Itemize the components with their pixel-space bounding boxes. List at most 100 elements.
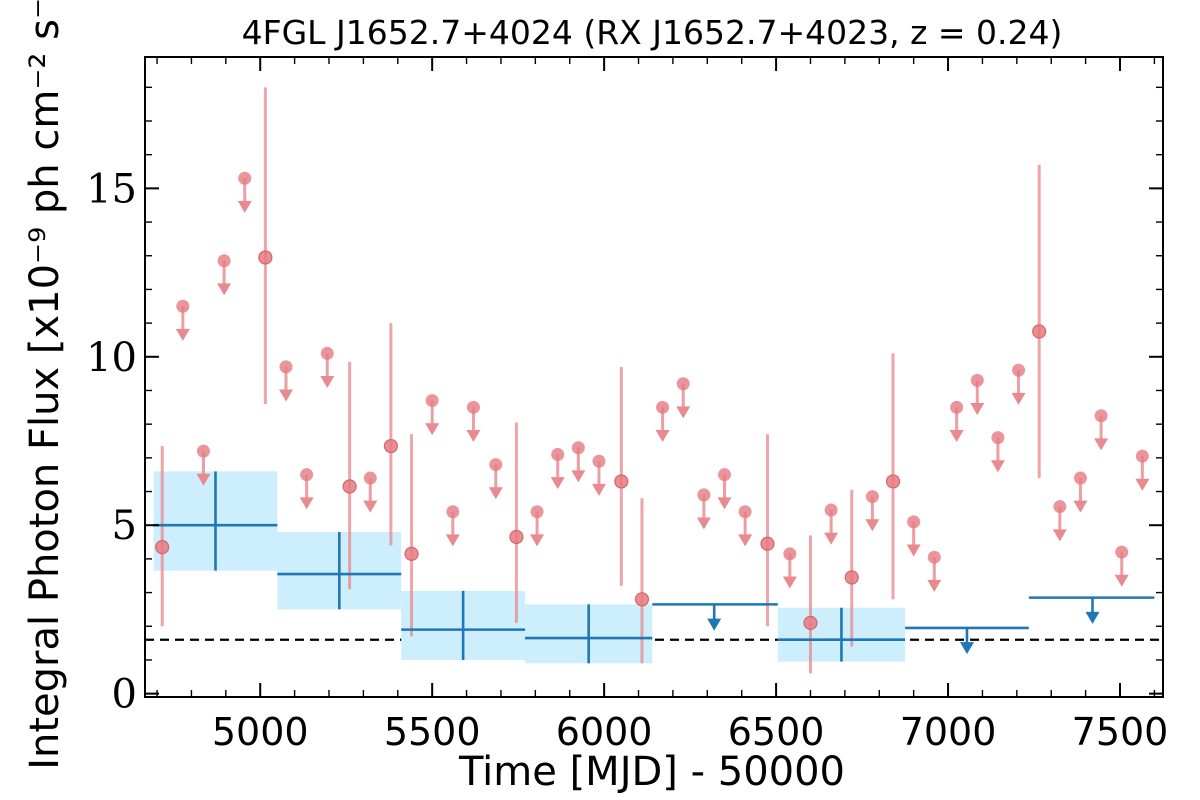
long-bin-upper-limit-0 — [652, 603, 778, 631]
short-bin-point-2 — [342, 361, 357, 590]
short-bin-ul-arrow-14 — [571, 470, 586, 483]
short-bin-ul-arrow-23 — [865, 519, 880, 532]
short-bin-marker-6 — [614, 474, 629, 489]
short-bin-point-3 — [383, 323, 399, 546]
x-tick-label-2: 6000 — [556, 710, 653, 754]
short-bin-upper-limit-21 — [782, 547, 797, 589]
short-bin-ul-marker-9 — [446, 505, 460, 519]
short-bin-ul-arrow-28 — [990, 460, 1005, 473]
short-bin-ul-arrow-0 — [175, 328, 190, 341]
short-bin-ul-marker-21 — [783, 547, 797, 561]
short-bin-ul-marker-15 — [592, 454, 606, 468]
x-tick-label-5: 7500 — [1072, 710, 1169, 754]
short-bin-ul-marker-4 — [279, 360, 293, 374]
short-bin-ul-marker-5 — [300, 468, 314, 482]
short-bin-ul-arrow-1 — [196, 473, 211, 486]
short-bin-marker-12 — [1032, 324, 1047, 339]
long-bin-upper-limit-1 — [905, 626, 1029, 655]
short-bin-marker-4 — [404, 546, 419, 561]
short-bin-point-7 — [634, 498, 650, 664]
short-bin-ul-marker-33 — [1115, 545, 1129, 559]
short-bin-ul-marker-18 — [697, 488, 711, 502]
short-bin-ul-marker-13 — [551, 447, 565, 461]
short-bin-ul-arrow-16 — [655, 429, 670, 442]
short-bin-upper-limit-4 — [279, 360, 294, 402]
short-bin-upper-limit-27 — [970, 373, 985, 415]
short-bin-upper-limit-28 — [990, 431, 1005, 473]
short-bin-upper-limit-34 — [1135, 449, 1150, 491]
short-bin-ul-marker-23 — [865, 490, 879, 504]
short-bin-upper-limit-8 — [425, 394, 440, 436]
short-bin-upper-limit-17 — [676, 377, 691, 419]
long-bin-ul-arrow-0 — [707, 618, 722, 631]
short-bin-ul-arrow-4 — [279, 389, 294, 402]
short-bin-ul-arrow-25 — [927, 579, 942, 592]
long-bin-point-1 — [277, 531, 402, 610]
short-bin-ul-marker-11 — [489, 458, 503, 472]
short-bin-upper-limit-15 — [591, 454, 606, 496]
short-bin-ul-arrow-34 — [1135, 478, 1150, 491]
short-bin-upper-limit-16 — [655, 400, 670, 442]
short-bin-marker-0 — [155, 540, 170, 555]
short-bin-marker-5 — [509, 529, 524, 545]
short-bin-ul-marker-22 — [824, 503, 838, 517]
x-axis-label: Time [MJD] - 50000 — [458, 749, 845, 795]
short-bin-ul-marker-34 — [1135, 449, 1149, 463]
short-bin-ul-arrow-27 — [970, 403, 985, 415]
x-tick-label-3: 6500 — [728, 710, 825, 754]
y-tick-label-0: 0 — [112, 672, 137, 718]
short-bin-upper-limit-3 — [237, 171, 252, 213]
short-bin-ul-arrow-5 — [299, 497, 314, 510]
short-bin-upper-limit-12 — [530, 505, 545, 547]
short-bin-point-1 — [258, 87, 273, 404]
short-bin-upper-limit-31 — [1073, 471, 1088, 513]
short-bin-ul-marker-8 — [425, 394, 439, 408]
short-bin-ul-arrow-7 — [363, 500, 378, 513]
short-bin-upper-limit-30 — [1052, 500, 1067, 542]
short-bin-upper-limit-22 — [824, 503, 839, 545]
short-bin-marker-10 — [844, 570, 859, 585]
short-bin-point-9 — [803, 535, 818, 674]
short-bin-ul-arrow-24 — [906, 544, 921, 557]
short-bin-upper-limit-19 — [717, 468, 732, 510]
short-bin-point-10 — [844, 489, 859, 647]
short-bin-ul-arrow-9 — [445, 534, 460, 547]
x-tick-label-4: 7000 — [900, 710, 997, 754]
short-bins-layer — [155, 87, 1150, 674]
short-bin-ul-marker-0 — [176, 299, 190, 313]
short-bin-marker-1 — [258, 250, 273, 265]
short-bin-ul-marker-17 — [676, 377, 690, 391]
long-bin-point-3 — [525, 604, 653, 664]
short-bin-ul-arrow-2 — [217, 283, 232, 296]
axes-layer: 5000 5500 6000 6500 7000 7500 0 5 10 15 — [86, 56, 1169, 754]
short-bin-ul-arrow-20 — [738, 534, 753, 547]
short-bin-ul-arrow-6 — [320, 376, 335, 389]
short-bin-marker-8 — [760, 536, 775, 551]
y-tick-label-3: 15 — [86, 166, 137, 212]
short-bin-upper-limit-10 — [466, 400, 481, 442]
chart-title: 4FGL J1652.7+4024 (RX J1652.7+4023, z = … — [242, 13, 1063, 52]
short-bin-ul-marker-16 — [656, 400, 670, 414]
short-bin-ul-arrow-10 — [466, 429, 481, 442]
short-bin-ul-marker-12 — [530, 505, 544, 519]
short-bin-upper-limit-32 — [1094, 409, 1109, 451]
short-bin-ul-marker-31 — [1073, 471, 1087, 485]
long-bin-ul-arrow-1 — [959, 642, 974, 655]
short-bin-upper-limit-6 — [320, 346, 335, 389]
short-bin-ul-arrow-21 — [782, 576, 797, 589]
long-bin-point-4 — [777, 607, 906, 662]
short-bin-marker-2 — [342, 479, 357, 494]
short-bin-upper-limit-26 — [949, 400, 964, 442]
short-bin-ul-marker-28 — [991, 431, 1005, 445]
y-tick-label-1: 5 — [112, 503, 137, 549]
short-bin-ul-arrow-13 — [550, 477, 565, 490]
short-bin-ul-arrow-17 — [676, 406, 691, 419]
short-bin-upper-limit-29 — [1011, 363, 1026, 405]
short-bin-ul-arrow-15 — [591, 483, 606, 496]
short-bin-upper-limit-14 — [571, 441, 586, 483]
short-bin-upper-limit-7 — [363, 471, 378, 513]
short-bin-ul-marker-7 — [363, 471, 377, 485]
short-bin-upper-limit-20 — [738, 505, 753, 547]
